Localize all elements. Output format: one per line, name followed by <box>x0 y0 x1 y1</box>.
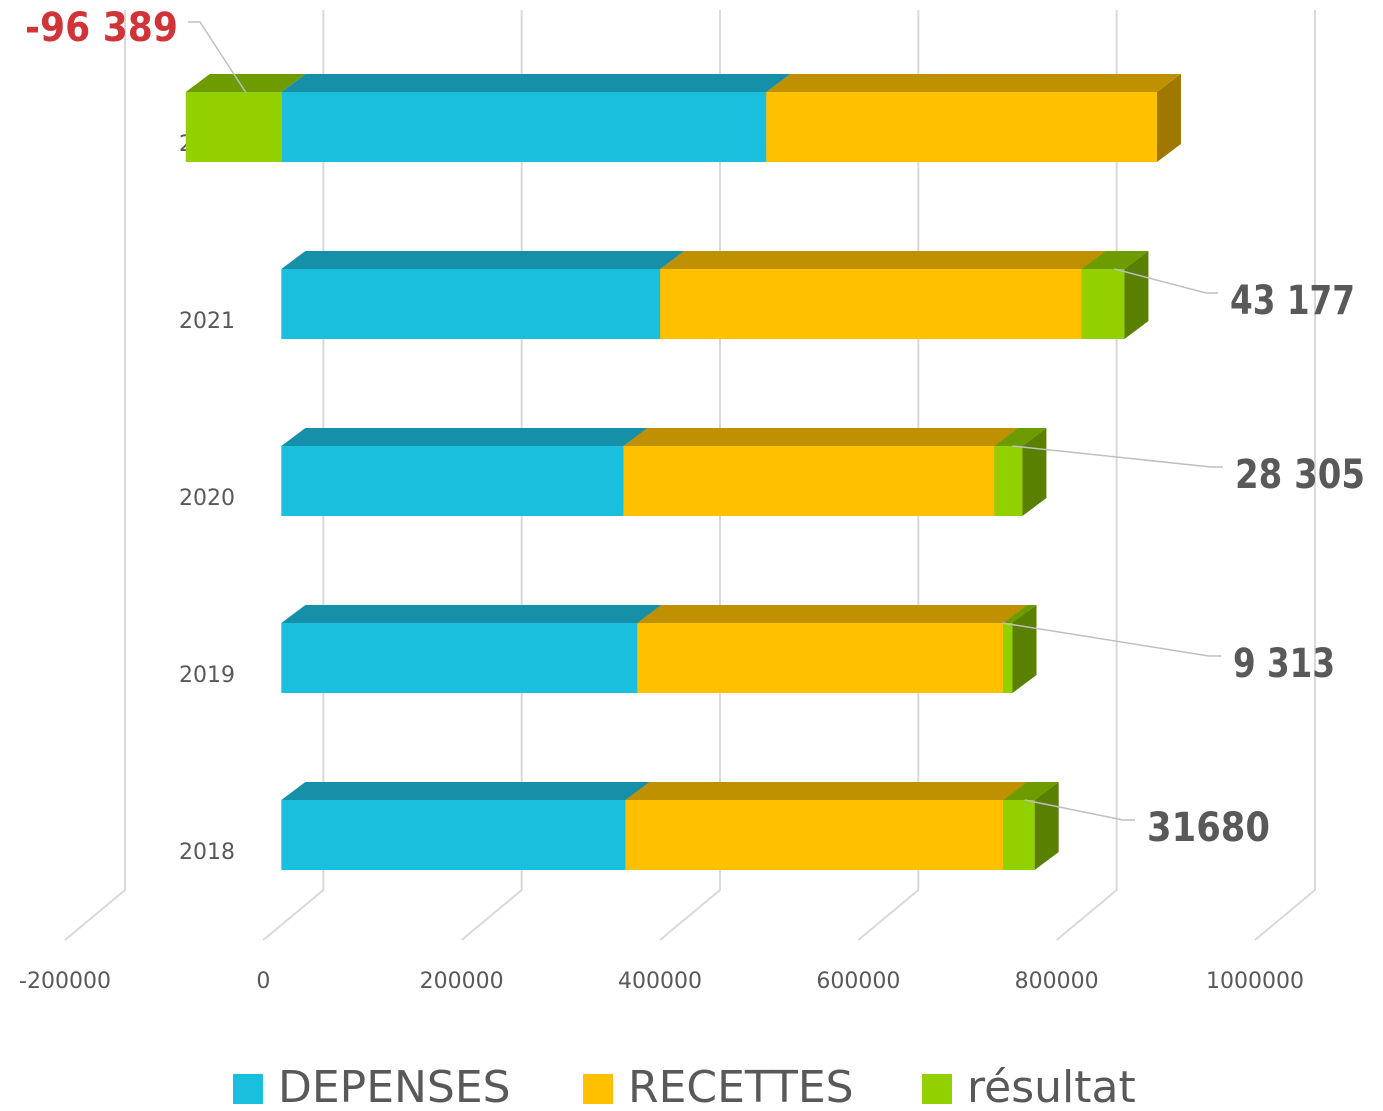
category-label: 2019 <box>179 663 235 688</box>
bar <box>281 92 767 162</box>
bar <box>281 446 624 516</box>
bar-side <box>1156 74 1181 162</box>
bar-side <box>1022 428 1047 516</box>
category-label: 2020 <box>179 486 235 511</box>
data-label: 31680 <box>1147 805 1270 851</box>
bar-top <box>281 782 650 800</box>
legend-swatch <box>233 1074 263 1104</box>
bar <box>185 92 282 162</box>
bar-top <box>660 251 1106 269</box>
x-tick-label: -200000 <box>19 969 111 994</box>
bar-top <box>766 74 1181 92</box>
bar-top <box>1003 605 1037 623</box>
grid-line <box>1254 10 1316 941</box>
legend-label: résultat <box>967 1062 1136 1111</box>
grid-line <box>64 10 126 941</box>
bar-top <box>1003 782 1059 800</box>
data-label: -96 389 <box>25 5 178 51</box>
x-tick-label: 200000 <box>420 969 504 994</box>
bar-top <box>994 428 1047 446</box>
bar <box>994 446 1023 516</box>
bar <box>281 800 626 870</box>
x-tick-label: 400000 <box>618 969 702 994</box>
data-label: 28 305 <box>1235 452 1365 498</box>
x-tick-label: 800000 <box>1015 969 1099 994</box>
bar-top <box>637 605 1028 623</box>
bar <box>625 800 1004 870</box>
bar-top <box>281 74 791 92</box>
bar <box>1003 623 1013 693</box>
legend-label: RECETTES <box>628 1062 854 1111</box>
bar-top <box>281 428 648 446</box>
bar <box>281 623 638 693</box>
bar-top <box>623 428 1019 446</box>
bar-top <box>625 782 1028 800</box>
legend-label: DEPENSES <box>278 1062 511 1111</box>
x-tick-label: 1000000 <box>1206 969 1304 994</box>
bar <box>281 269 661 339</box>
leader-line <box>1002 622 1221 657</box>
bar-top <box>185 74 306 92</box>
legend-swatch <box>922 1074 952 1104</box>
data-label: 9 313 <box>1233 641 1335 687</box>
bar <box>637 623 1004 693</box>
bar <box>766 92 1157 162</box>
leader-line <box>1024 799 1135 821</box>
bar <box>1003 800 1035 870</box>
data-label: 43 177 <box>1230 278 1355 324</box>
x-tick-label: 600000 <box>816 969 900 994</box>
bar <box>660 269 1082 339</box>
legend-swatch <box>583 1074 613 1104</box>
category-label: 2018 <box>179 840 235 865</box>
bar-top <box>281 605 662 623</box>
leader-line <box>1114 268 1218 294</box>
x-tick-label: 0 <box>256 969 270 994</box>
bar-top <box>281 251 685 269</box>
bar-top <box>1081 251 1149 269</box>
category-label: 2021 <box>179 309 235 334</box>
leader-line <box>1012 445 1223 468</box>
leader-line <box>188 21 247 93</box>
bar <box>623 446 995 516</box>
bar <box>1081 269 1125 339</box>
